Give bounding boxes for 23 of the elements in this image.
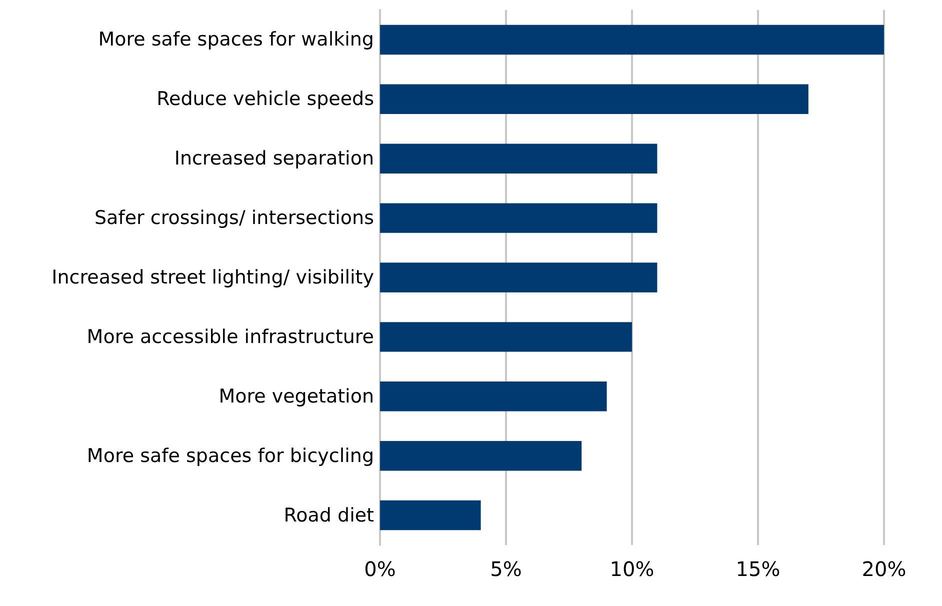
- bar: [380, 500, 481, 530]
- bar: [380, 440, 582, 471]
- x-tick-label: 10%: [610, 557, 654, 581]
- bar: [380, 84, 808, 114]
- y-tick-label: More accessible infrastructure: [86, 326, 374, 348]
- y-tick-label: Reduce vehicle speeds: [156, 88, 374, 110]
- y-tick-label: More safe spaces for walking: [98, 28, 374, 51]
- x-tick-label: 15%: [736, 557, 780, 581]
- bar: [380, 203, 658, 233]
- y-tick-label: Increased street lighting/ visibility: [52, 266, 374, 288]
- y-tick-label: More safe spaces for bicycling: [86, 444, 374, 467]
- y-tick-label: Road diet: [284, 504, 374, 526]
- bar: [380, 24, 884, 55]
- x-tick-label: 5%: [490, 557, 522, 581]
- bar: [380, 382, 607, 412]
- bar: [380, 262, 658, 292]
- bar: [380, 144, 658, 174]
- y-tick-label: Safer crossings/ intersections: [94, 207, 374, 230]
- x-tick-label: 0%: [364, 557, 396, 581]
- bar: [380, 322, 632, 352]
- y-tick-label: More vegetation: [218, 385, 374, 408]
- x-tick-label: 20%: [862, 557, 906, 581]
- y-tick-label: Increased separation: [174, 148, 374, 170]
